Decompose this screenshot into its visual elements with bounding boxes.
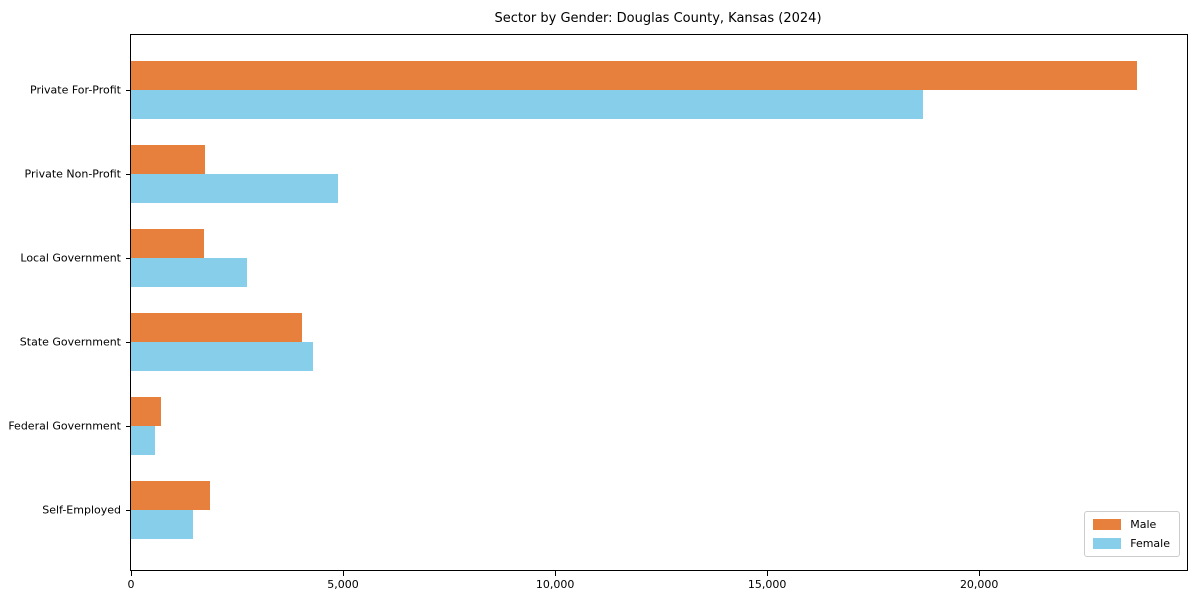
- bar-female-1: [131, 90, 924, 119]
- y-axis-label: State Government: [19, 335, 121, 349]
- plot-area: Male Female Private For-Profit Private No…: [8, 34, 1188, 591]
- bar-female-6: [131, 510, 193, 539]
- y-tick-mark: [126, 509, 130, 511]
- bar-female-2: [131, 174, 338, 203]
- bar-male-4: [131, 313, 302, 342]
- y-axis-label: Local Government: [20, 251, 121, 265]
- legend: Male Female: [1084, 511, 1180, 557]
- y-axis-label: Self-Employed: [42, 503, 121, 517]
- bar-male-5: [131, 397, 161, 426]
- bar-male-1: [131, 61, 1137, 90]
- bar-male-3: [131, 229, 205, 258]
- x-tick-label: 10,000: [535, 578, 575, 591]
- y-tick-mark: [126, 257, 130, 259]
- legend-swatch-female: [1093, 538, 1122, 549]
- legend-entry-male: Male: [1093, 518, 1170, 531]
- y-axis-label: Private For-Profit: [30, 83, 121, 97]
- x-tick-mark: [766, 571, 768, 576]
- bar-female-5: [131, 426, 156, 455]
- bar-female-3: [131, 258, 247, 287]
- y-axis-label: Private Non-Profit: [24, 167, 121, 181]
- chart-title: Sector by Gender: Douglas County, Kansas…: [494, 11, 822, 26]
- y-tick-mark: [126, 425, 130, 427]
- bar-female-4: [131, 342, 314, 371]
- y-tick-mark: [126, 173, 130, 175]
- bar-male-2: [131, 145, 206, 174]
- x-tick-label: 20,000: [959, 578, 999, 591]
- x-tick-label: 0: [127, 578, 135, 591]
- legend-label-male: Male: [1130, 518, 1157, 531]
- legend-entry-female: Female: [1093, 537, 1170, 550]
- y-tick-mark: [126, 341, 130, 343]
- y-tick-mark: [126, 89, 130, 91]
- x-tick-label: 15,000: [747, 578, 787, 591]
- bar-male-6: [131, 481, 210, 510]
- x-tick-mark: [130, 571, 132, 576]
- x-tick-mark: [554, 571, 556, 576]
- legend-swatch-male: [1093, 519, 1122, 530]
- x-tick-mark: [978, 571, 980, 576]
- y-axis-label: Federal Government: [8, 419, 121, 433]
- legend-label-female: Female: [1130, 537, 1170, 550]
- x-tick-label: 5,000: [327, 578, 359, 591]
- x-tick-mark: [342, 571, 344, 576]
